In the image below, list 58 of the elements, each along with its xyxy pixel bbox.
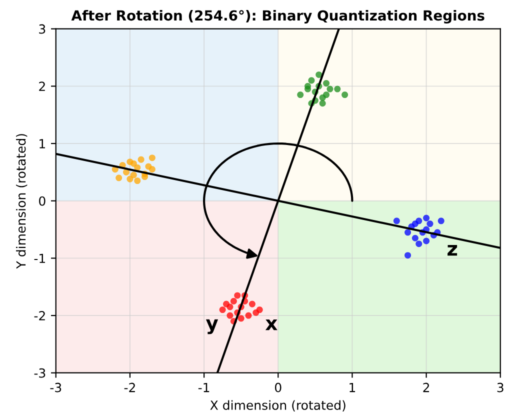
point [308,77,315,84]
annotation: z [448,244,458,256]
point [323,92,330,98]
annotation: y [206,319,218,334]
point [326,86,334,92]
point [423,214,430,222]
x-tick-label: 3 [497,382,504,392]
point [116,174,122,182]
point [148,154,156,162]
y-tick-label: 2 [39,82,45,91]
point [230,298,237,304]
point [252,309,260,316]
point [404,252,412,259]
y-tick-label: -3 [34,368,46,378]
y-tick-label: 3 [39,24,46,34]
point [412,220,418,228]
point [342,92,348,98]
x-tick-label: -1 [198,382,210,392]
y-tick-label: 0 [39,196,46,206]
point [123,168,130,176]
x-axis-title: X dimension (rotated) [210,400,346,412]
point [219,306,226,314]
point [438,218,444,224]
point [245,312,252,319]
point [226,312,234,319]
y-tick-label: -1 [34,254,46,263]
x-tick-label: -2 [124,382,135,392]
point [412,234,418,242]
point [148,166,156,173]
y-tick-label: -2 [34,310,45,320]
point [393,218,400,224]
chart-title: After Rotation (254.6°): Binary Quantization Regions [71,10,484,24]
y-axis-title: Y dimension (rotated) [16,134,28,269]
point [130,160,137,167]
x-tick-label: -3 [50,382,62,392]
point [297,92,304,98]
point [238,315,244,322]
x-tick-label: 2 [423,382,430,392]
point [226,304,234,310]
x-tick-label: 0 [274,382,282,392]
point [416,240,422,248]
point [134,178,141,184]
point [426,220,434,228]
point [334,86,341,92]
annotation: x [265,319,278,330]
point [248,300,256,308]
y-tick-label: 1 [40,139,46,148]
point [234,292,241,299]
point [404,229,412,236]
point [126,176,134,182]
point [316,71,322,78]
point [323,80,330,87]
point [423,238,430,244]
point [138,156,144,163]
x-tick-label: 1 [350,382,356,392]
point [130,172,137,178]
point [304,82,312,90]
point [319,100,326,107]
